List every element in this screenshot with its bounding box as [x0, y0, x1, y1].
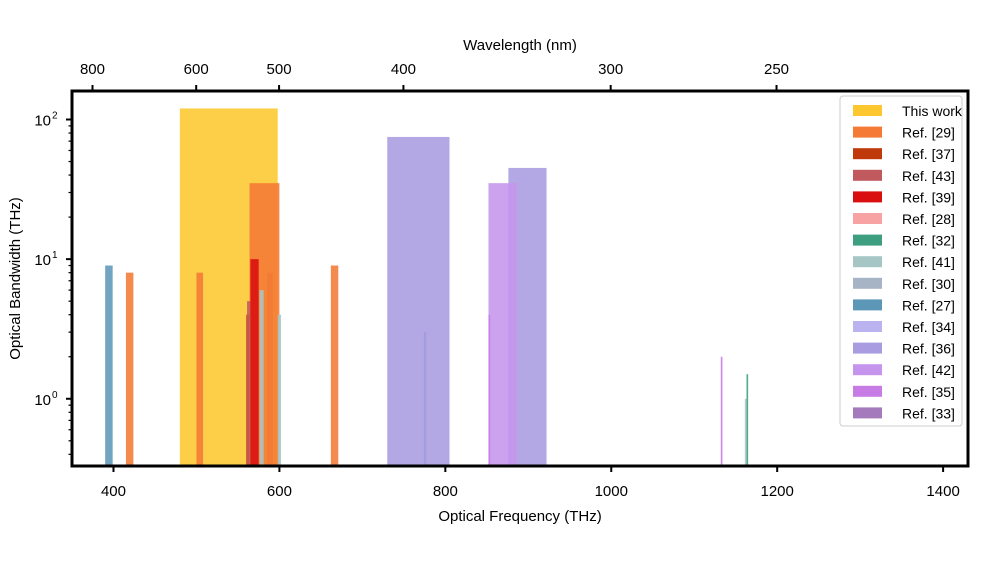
bar [125, 272, 134, 466]
x-tick-label: 1400 [926, 483, 959, 500]
y-tick-exponent: 2 [52, 111, 58, 122]
bar [266, 272, 273, 466]
bar [387, 136, 450, 466]
top-tick-label: 600 [184, 61, 209, 78]
legend-label: Ref. [27] [902, 297, 955, 313]
legend-label: Ref. [36] [902, 341, 955, 357]
legend-label: Ref. [42] [902, 362, 955, 378]
legend-swatch [853, 256, 882, 268]
top-tick-label: 250 [764, 61, 789, 78]
top-axis-title: Wavelength (nm) [463, 37, 577, 54]
legend-label: Ref. [39] [902, 189, 955, 205]
legend-label: Ref. [30] [902, 276, 955, 292]
bar [746, 374, 749, 466]
legend-swatch [853, 126, 882, 138]
x-tick-label: 1000 [595, 483, 628, 500]
x-axis: 400 600 800 1000 1200 1400 [101, 466, 960, 500]
legend-swatch [853, 299, 882, 311]
y-tick-label: 10 [34, 113, 51, 130]
legend: This work Ref. [29] Ref. [37] Ref. [43] Ref.… [839, 95, 963, 427]
y-tick-exponent: 0 [52, 390, 58, 401]
legend-swatch [853, 342, 882, 354]
bar [744, 398, 747, 466]
legend-swatch [853, 277, 882, 289]
bar [259, 290, 264, 466]
bars-layer [105, 108, 749, 466]
bar [488, 183, 517, 466]
legend-label: This work [902, 103, 963, 119]
legend-label: Ref. [43] [902, 168, 955, 184]
legend-label: Ref. [33] [902, 405, 955, 421]
x-tick-label: 400 [101, 483, 126, 500]
bar [720, 356, 723, 466]
legend-label: Ref. [28] [902, 211, 955, 227]
legend-label: Ref. [37] [902, 146, 955, 162]
legend-label: Ref. [29] [902, 125, 955, 141]
legend-swatch [853, 148, 882, 160]
bar [105, 265, 113, 466]
y-axis-title: Optical Bandwidth (THz) [7, 197, 24, 360]
legend-swatch [853, 234, 882, 246]
x-tick-label: 800 [433, 483, 458, 500]
top-x-axis: 800 600 500 400 300 250 [80, 61, 789, 91]
bar [196, 272, 204, 466]
top-tick-label: 500 [267, 61, 292, 78]
legend-swatch [853, 407, 882, 419]
y-tick-label: 10 [34, 252, 51, 269]
top-tick-label: 300 [598, 61, 623, 78]
x-tick-label: 600 [267, 483, 292, 500]
bar [250, 259, 259, 466]
legend-label: Ref. [34] [902, 319, 955, 335]
plot-frame [70, 89, 970, 468]
legend-swatch [853, 105, 882, 116]
legend-swatch [853, 213, 882, 224]
legend-swatch [853, 321, 882, 332]
legend-swatch [853, 169, 882, 181]
top-tick-label: 400 [391, 61, 416, 78]
top-tick-label: 800 [80, 61, 105, 78]
legend-swatch [853, 364, 882, 376]
x-tick-label: 1200 [760, 483, 793, 500]
legend-swatch [853, 385, 882, 397]
legend-swatch [853, 191, 882, 203]
bar [247, 301, 251, 466]
legend-label: Ref. [35] [902, 384, 955, 400]
x-axis-title: Optical Frequency (THz) [438, 508, 601, 525]
bar [277, 314, 282, 466]
bar [488, 314, 491, 466]
legend-label: Ref. [32] [902, 233, 955, 249]
y-tick-exponent: 1 [52, 250, 58, 261]
legend-label: Ref. [41] [902, 254, 955, 270]
bar [330, 265, 339, 466]
y-tick-label: 10 [34, 392, 51, 409]
